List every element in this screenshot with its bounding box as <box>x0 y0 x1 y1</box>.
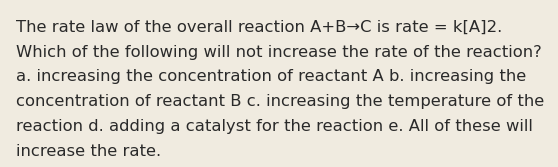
Text: Which of the following will not increase the rate of the reaction?: Which of the following will not increase… <box>16 45 541 60</box>
Text: a. increasing the concentration of reactant A b. increasing the: a. increasing the concentration of react… <box>16 69 526 85</box>
Text: concentration of reactant B c. increasing the temperature of the: concentration of reactant B c. increasin… <box>16 94 544 109</box>
Text: reaction d. adding a catalyst for the reaction e. All of these will: reaction d. adding a catalyst for the re… <box>16 119 532 134</box>
Text: increase the rate.: increase the rate. <box>16 144 161 159</box>
Text: The rate law of the overall reaction A+B→C is rate = k[A]2.: The rate law of the overall reaction A+B… <box>16 20 502 35</box>
